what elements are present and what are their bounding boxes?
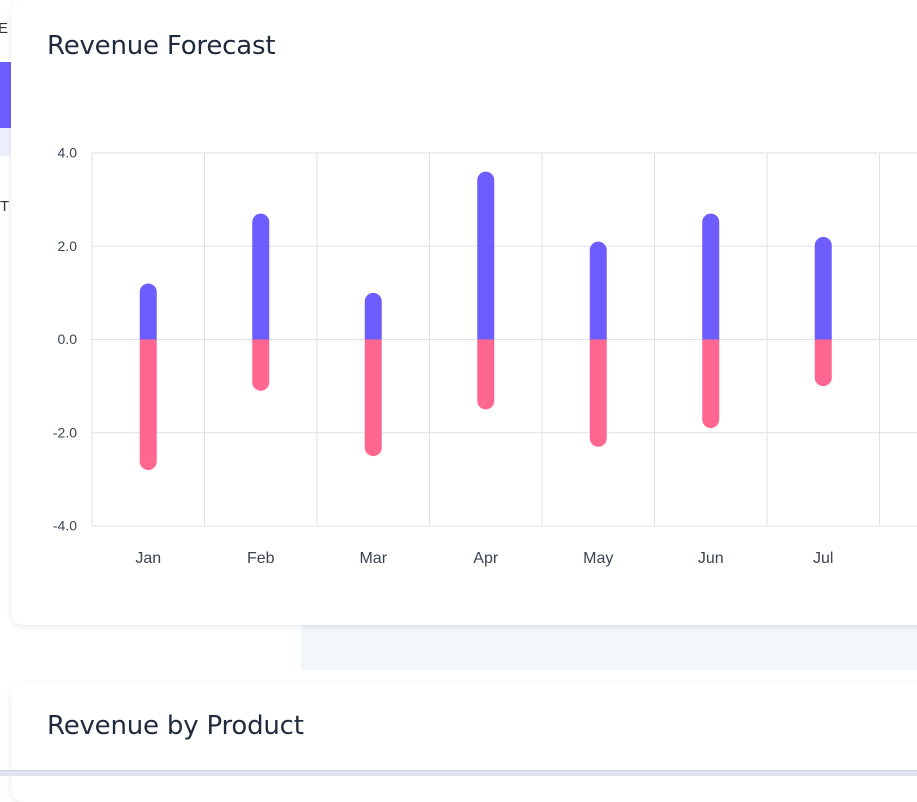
bar-positive-may: [589, 241, 607, 340]
bar-positive-mar: [364, 292, 382, 340]
x-tick-label: May: [583, 550, 613, 567]
sidebar-strip: [0, 128, 11, 156]
x-tick-label: Jun: [698, 550, 724, 567]
y-tick-label: 0.0: [58, 331, 78, 347]
bar-positive-feb: [252, 213, 270, 340]
bar-negative-apr: [477, 339, 495, 410]
card-title: Revenue Forecast: [47, 31, 276, 61]
bar-negative-feb: [252, 339, 270, 391]
sidebar-active-accent: [0, 62, 11, 128]
revenue-by-product-card: Revenue by Product: [11, 682, 917, 802]
bar-positive-jul: [814, 236, 832, 340]
x-tick-label: Jan: [135, 550, 161, 567]
y-tick-label: -2.0: [53, 424, 77, 440]
card-title: Revenue by Product: [47, 711, 304, 741]
bar-positive-jun: [702, 213, 720, 340]
sidebar-partial-label: T: [0, 198, 10, 215]
revenue-forecast-card: Revenue Forecast: [11, 0, 917, 625]
sidebar-partial-label: E: [0, 20, 9, 37]
y-tick-label: 4.0: [58, 145, 78, 161]
x-tick-label: Apr: [473, 550, 499, 567]
y-axis-labels: 4.0 2.0 0.0 -2.0 -4.0: [53, 145, 77, 534]
bar-negative-jan: [139, 339, 157, 471]
x-tick-label: Jul: [813, 550, 833, 567]
bottom-scrollbar-track: [0, 770, 917, 776]
chart-grid: [91, 152, 917, 527]
x-tick-label: Feb: [247, 550, 275, 567]
bar-negative-jul: [814, 339, 832, 387]
revenue-forecast-chart: 4.0 2.0 0.0 -2.0 -4.0 Jan Feb Mar Apr May Jun Jul: [53, 145, 917, 567]
x-tick-label: Mar: [359, 550, 387, 567]
bar-positive-apr: [477, 171, 495, 340]
bar-negative-jun: [702, 339, 720, 429]
chart-bars: [139, 171, 832, 471]
y-tick-label: -4.0: [53, 518, 77, 534]
x-axis-labels: Jan Feb Mar Apr May Jun Jul: [135, 550, 833, 567]
y-tick-label: 2.0: [58, 238, 78, 254]
bar-negative-may: [589, 339, 607, 447]
bar-positive-jan: [139, 283, 157, 340]
bar-negative-mar: [364, 339, 382, 457]
